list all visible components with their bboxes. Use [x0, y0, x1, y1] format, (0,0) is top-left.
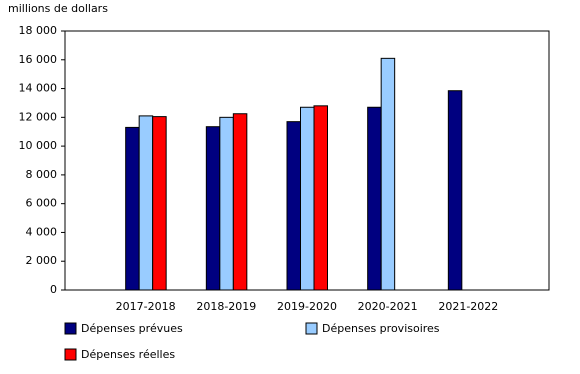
y-tick-label: 16 000	[19, 53, 58, 66]
bar	[447, 90, 463, 291]
legend-label: Dépenses prévues	[81, 322, 183, 335]
bar	[286, 121, 301, 291]
y-tick-label: 18 000	[19, 24, 58, 37]
y-tick-label: 6 000	[26, 197, 58, 210]
bar	[219, 116, 234, 291]
legend-label: Dépenses réelles	[81, 348, 175, 361]
y-tick-label: 2 000	[26, 254, 58, 267]
y-tick-label: 0	[50, 283, 57, 296]
legend-label: Dépenses provisoires	[322, 322, 440, 335]
bar	[300, 106, 315, 291]
bar	[367, 106, 382, 291]
bar	[138, 115, 154, 291]
bar	[205, 126, 221, 291]
y-axis-label: millions de dollars	[8, 2, 108, 15]
y-tick-label: 14 000	[19, 82, 58, 95]
x-tick-label: 2017-2018	[116, 300, 176, 313]
legend-swatch	[64, 348, 77, 361]
x-tick-label: 2021-2022	[438, 300, 498, 313]
y-tick-label: 4 000	[26, 225, 58, 238]
y-tick-label: 10 000	[19, 139, 58, 152]
bar	[313, 105, 328, 291]
y-tick-label: 8 000	[26, 168, 58, 181]
bar	[125, 126, 140, 291]
x-tick-label: 2019-2020	[277, 300, 337, 313]
legend-swatch	[305, 322, 318, 335]
bar	[232, 113, 248, 291]
legend-swatch	[64, 322, 77, 335]
bar	[380, 57, 396, 291]
y-tick-label: 12 000	[19, 110, 58, 123]
bar	[152, 116, 167, 291]
x-tick-label: 2020-2021	[358, 300, 418, 313]
x-tick-label: 2018-2019	[196, 300, 256, 313]
